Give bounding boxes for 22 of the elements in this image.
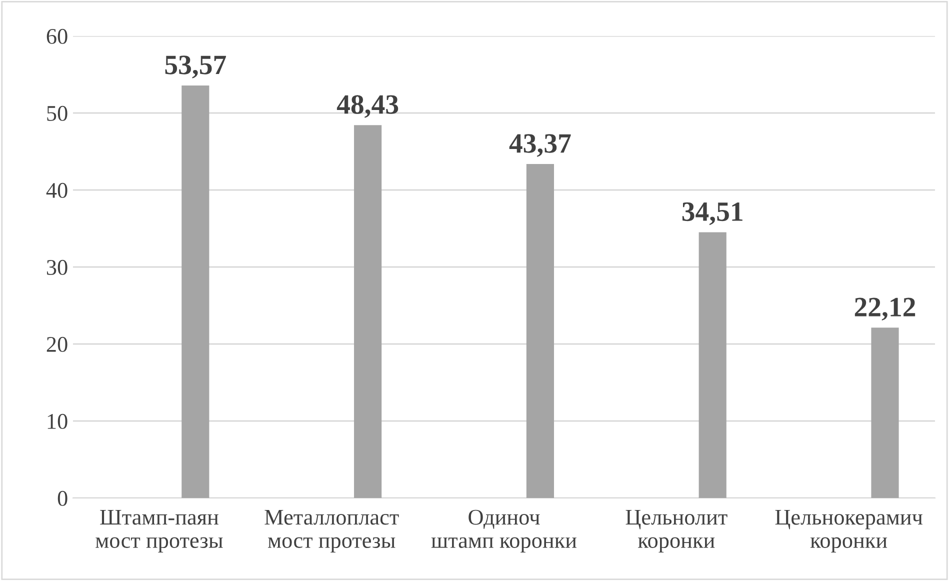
bar — [698, 232, 726, 498]
x-tick-label: Цельнолит коронки — [626, 510, 728, 552]
x-tick-label: Цельнокерамич коронки — [775, 510, 922, 552]
data-label: 48,43 — [336, 95, 398, 118]
bar — [871, 328, 899, 498]
y-tick-label: 20 — [46, 336, 68, 352]
y-tick-label: 40 — [46, 182, 68, 198]
x-tick-label: Одиноч штамп коронки — [431, 510, 577, 552]
bar — [182, 86, 210, 498]
y-tick-label: 30 — [46, 260, 68, 275]
bar — [354, 125, 382, 498]
data-label: 53,57 — [165, 56, 226, 78]
y-tick-label: 10 — [48, 414, 68, 429]
data-label: 43,37 — [509, 134, 571, 157]
y-tick-label: 0 — [58, 490, 68, 506]
x-tick-label: Металлопласт мост протезы — [264, 510, 399, 552]
x-tick-label: Штамп-паян мост протезы — [96, 510, 223, 552]
data-label: 34,51 — [682, 202, 742, 226]
y-tick-label: 50 — [47, 106, 68, 121]
data-label: 22,12 — [854, 298, 916, 321]
y-tick-label: 60 — [46, 28, 68, 44]
bar — [526, 164, 554, 498]
